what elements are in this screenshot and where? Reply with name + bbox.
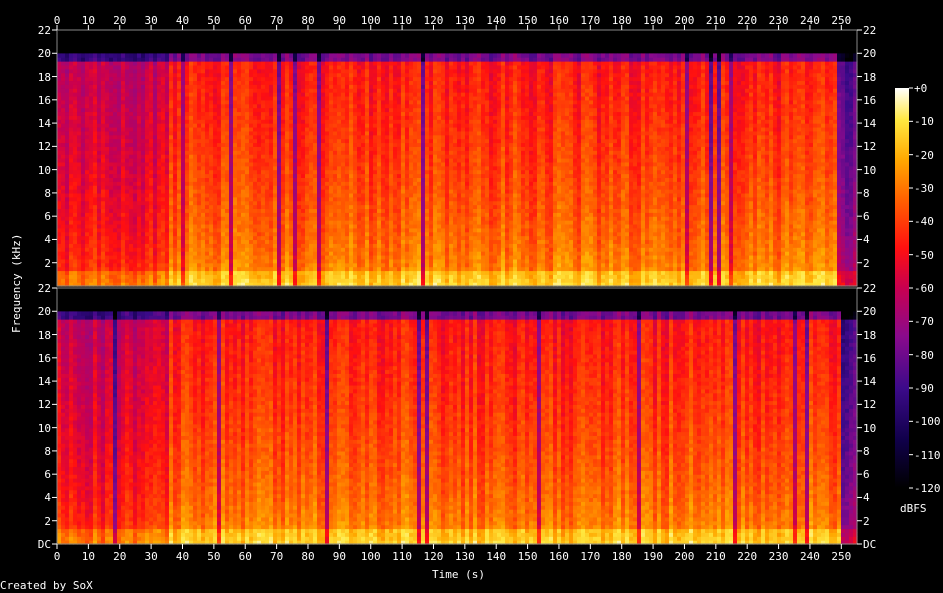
colorbar-tick: -80 <box>914 350 934 361</box>
y-tick-right: 14 <box>863 118 876 129</box>
y-tick-right: DC <box>863 539 876 550</box>
y-tick-right: 8 <box>863 188 870 199</box>
y-tick-right: 12 <box>863 399 876 410</box>
y-tick-left: 10 <box>11 165 51 176</box>
y-tick-right: 16 <box>863 95 876 106</box>
y-tick-right: 8 <box>863 446 870 457</box>
y-tick-left: 6 <box>11 469 51 480</box>
colorbar <box>895 88 909 488</box>
y-tick-left: 16 <box>11 95 51 106</box>
channel-1-spectrogram <box>57 30 858 287</box>
colorbar-tick: -120 <box>914 483 941 494</box>
y-axis-label: Frequency (kHz) <box>11 234 22 333</box>
y-tick-right: 20 <box>863 306 876 317</box>
y-tick-left: 8 <box>11 188 51 199</box>
y-tick-left: 14 <box>11 376 51 387</box>
y-tick-right: 4 <box>863 492 870 503</box>
colorbar-tick: -100 <box>914 416 941 427</box>
x-axis-label: Time (s) <box>432 569 485 580</box>
y-tick-right: 6 <box>863 469 870 480</box>
colorbar-tick: -50 <box>914 250 934 261</box>
x-tick-bottom: 250 <box>821 551 861 562</box>
y-tick-left: DC <box>11 539 51 550</box>
y-tick-left: 2 <box>11 516 51 527</box>
y-tick-left: 22 <box>11 25 51 36</box>
y-tick-left: 20 <box>11 48 51 59</box>
y-tick-right: 2 <box>863 258 870 269</box>
footer-credit: Created by SoX <box>0 580 93 591</box>
colorbar-tick: -90 <box>914 383 934 394</box>
colorbar-tick: -10 <box>914 116 934 127</box>
y-tick-right: 20 <box>863 48 876 59</box>
y-tick-right: 2 <box>863 516 870 527</box>
colorbar-label: dBFS <box>900 503 927 514</box>
colorbar-tick: -20 <box>914 150 934 161</box>
y-tick-right: 18 <box>863 330 876 341</box>
y-tick-right: 16 <box>863 353 876 364</box>
y-tick-right: 10 <box>863 423 876 434</box>
y-tick-right: 22 <box>863 283 876 294</box>
colorbar-tick: -40 <box>914 216 934 227</box>
y-tick-right: 18 <box>863 72 876 83</box>
y-tick-left: 10 <box>11 423 51 434</box>
y-tick-right: 14 <box>863 376 876 387</box>
colorbar-tick: -60 <box>914 283 934 294</box>
y-tick-left: 14 <box>11 118 51 129</box>
y-tick-right: 6 <box>863 211 870 222</box>
y-tick-left: 6 <box>11 211 51 222</box>
y-tick-left: 18 <box>11 72 51 83</box>
y-tick-right: 10 <box>863 165 876 176</box>
y-tick-left: 12 <box>11 399 51 410</box>
y-tick-left: 4 <box>11 492 51 503</box>
y-tick-left: 16 <box>11 353 51 364</box>
y-tick-left: 12 <box>11 141 51 152</box>
colorbar-tick: -110 <box>914 450 941 461</box>
y-tick-right: 22 <box>863 25 876 36</box>
y-tick-right: 4 <box>863 234 870 245</box>
x-tick-top: 250 <box>821 15 861 26</box>
colorbar-tick: -70 <box>914 316 934 327</box>
colorbar-tick: +0 <box>914 83 927 94</box>
channel-2-spectrogram <box>57 288 858 545</box>
y-tick-right: 12 <box>863 141 876 152</box>
colorbar-tick: -30 <box>914 183 934 194</box>
y-tick-left: 8 <box>11 446 51 457</box>
